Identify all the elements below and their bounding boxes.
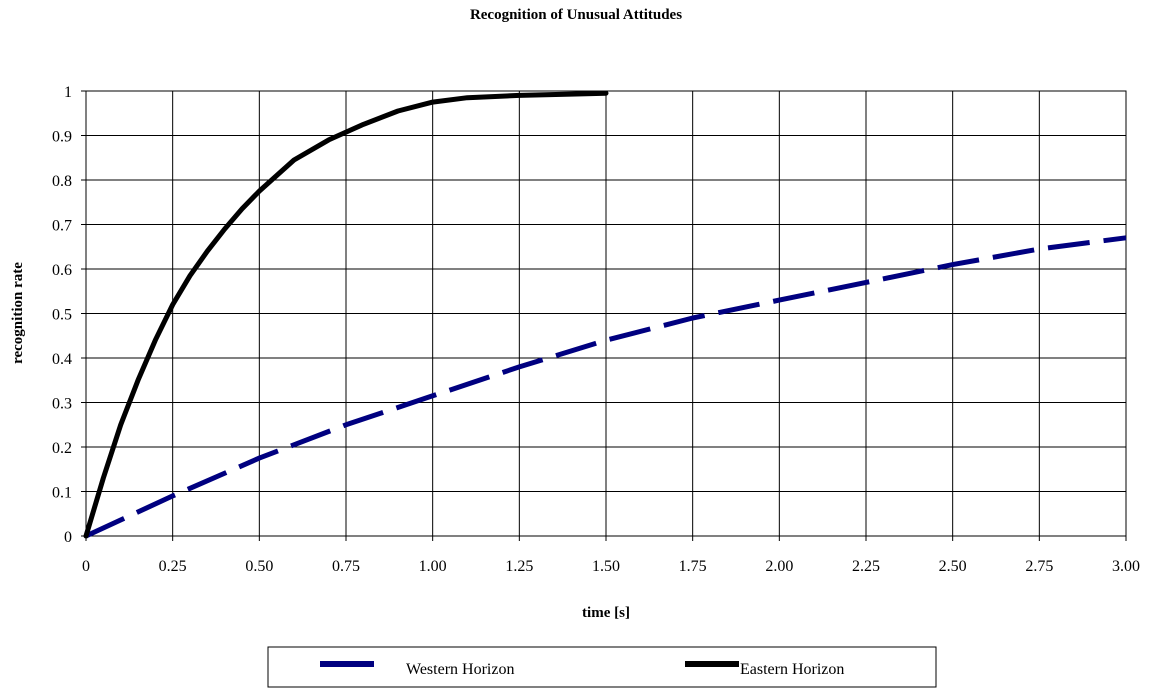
x-tick-label: 0.50 [245, 558, 273, 575]
y-tick-label: 0.4 [52, 351, 72, 368]
series-line-western-horizon [84, 235, 1127, 539]
y-tick-label: 0.9 [52, 129, 72, 146]
y-tick-label: 0.8 [52, 173, 72, 190]
x-tick-label: 1.50 [592, 558, 620, 575]
y-axis-label: recognition rate [10, 262, 26, 364]
legend: Western Horizon Eastern Horizon [267, 646, 937, 688]
x-tick-label: 1.25 [505, 558, 533, 575]
x-axis: 0 0.25 0.50 0.75 1.00 1.25 1.50 1.75 2.00 2.25 2.5… [82, 536, 1140, 575]
y-tick-label: 0.3 [52, 396, 72, 413]
legend-label-eastern: Eastern Horizon [740, 661, 844, 678]
y-tick-label: 0.2 [52, 440, 72, 457]
x-tick-label: 2.75 [1025, 558, 1053, 575]
y-tick-label: 1 [64, 84, 72, 101]
x-tick-label: 0.25 [159, 558, 187, 575]
x-tick-label: 1.00 [419, 558, 447, 575]
y-tick-label: 0.5 [52, 307, 72, 324]
legend-label-western: Western Horizon [406, 661, 514, 678]
x-tick-label: 0 [82, 558, 90, 575]
x-tick-label: 2.00 [765, 558, 793, 575]
x-tick-label: 2.50 [939, 558, 967, 575]
series-line-eastern-horizon [83, 90, 609, 539]
x-tick-label: 1.75 [679, 558, 707, 575]
y-axis: 0 0.1 0.2 0.3 0.4 0.5 0.6 0.7 0.8 0.9 1 [52, 84, 86, 546]
legend-box [267, 646, 937, 688]
chart-title: Recognition of Unusual Attitudes [470, 7, 682, 23]
y-tick-label: 0 [64, 529, 72, 546]
x-tick-label: 3.00 [1112, 558, 1140, 575]
y-tick-label: 0.7 [52, 218, 72, 235]
series-layer [83, 90, 1127, 539]
x-axis-label: time [s] [582, 605, 630, 621]
x-tick-label: 0.75 [332, 558, 360, 575]
y-tick-label: 0.1 [52, 485, 72, 502]
x-tick-label: 2.25 [852, 558, 880, 575]
y-tick-label: 0.6 [52, 262, 72, 279]
